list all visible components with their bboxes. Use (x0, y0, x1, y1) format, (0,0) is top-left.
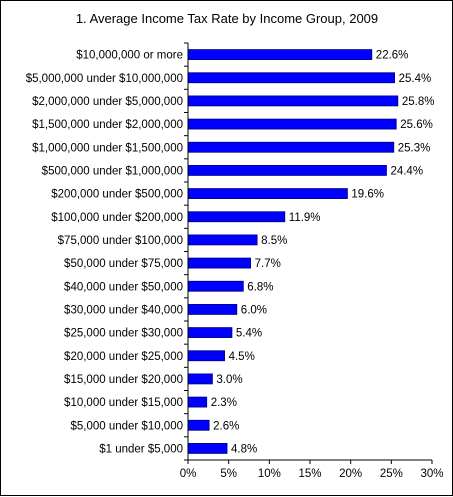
data-label: 25.8% (402, 96, 435, 108)
x-tick-label: 10% (258, 468, 281, 480)
bar (187, 327, 233, 338)
category-label: $30,000 under $40,000 (64, 304, 183, 316)
bar (187, 350, 225, 362)
bar (187, 72, 395, 84)
bars-group (187, 49, 399, 454)
x-tick-label: 5% (220, 468, 237, 480)
bar (187, 396, 208, 408)
category-label: $50,000 under $75,000 (64, 258, 183, 270)
data-label: 25.3% (398, 142, 431, 154)
category-label: $20,000 under $25,000 (64, 351, 183, 363)
data-label: 4.5% (229, 351, 255, 363)
x-tick-label: 25% (380, 468, 403, 480)
data-label: 25.4% (399, 73, 432, 85)
axes-group: 0% 5% 10% 15% 20% 25% 30% (180, 42, 444, 480)
category-label: $5,000 under $10,000 (70, 420, 183, 432)
data-labels-group: 22.6% 25.4% 25.8% 25.6% 25.3% 24.4% 19.6% 11.9%… (211, 50, 435, 456)
bar (187, 141, 395, 153)
category-label: $200,000 under $500,000 (51, 189, 183, 201)
data-label: 4.8% (231, 443, 257, 455)
category-label: $75,000 under $100,000 (58, 235, 183, 247)
category-label: $1,500,000 under $2,000,000 (32, 119, 183, 131)
category-label: $1 under $5,000 (99, 443, 183, 455)
bar (187, 188, 348, 199)
bar (187, 118, 397, 130)
data-label: 6.0% (241, 304, 267, 316)
data-label: 6.8% (247, 281, 273, 293)
x-tick-label: 15% (298, 468, 321, 480)
bar (187, 304, 238, 315)
bar (187, 49, 373, 60)
data-label: 24.4% (390, 165, 423, 177)
category-label: $10,000,000 or more (76, 50, 183, 62)
bar (187, 234, 258, 246)
category-label: $500,000 under $1,000,000 (42, 165, 183, 177)
bar (187, 419, 210, 431)
category-label: $25,000 under $30,000 (64, 328, 183, 340)
bar (187, 211, 286, 223)
data-label: 3.0% (216, 374, 242, 386)
data-label: 25.6% (400, 119, 433, 131)
bar (187, 165, 387, 176)
chart-title: 1. Average Income Tax Rate by Income Gro… (76, 11, 378, 26)
data-label: 7.7% (255, 258, 281, 270)
category-label: $15,000 under $20,000 (64, 374, 183, 386)
category-label: $10,000 under $15,000 (64, 397, 183, 409)
category-label: $100,000 under $200,000 (51, 212, 183, 224)
category-label: $5,000,000 under $10,000,000 (26, 73, 183, 85)
data-label: 19.6% (351, 189, 384, 201)
category-labels-group: $10,000,000 or more $5,000,000 under $10,… (26, 50, 183, 456)
bar (187, 373, 213, 385)
bar (187, 280, 244, 292)
x-tick-label: 20% (339, 468, 362, 480)
bar (187, 95, 399, 107)
category-label: $40,000 under $50,000 (64, 281, 183, 293)
category-label: $1,000,000 under $1,500,000 (32, 142, 183, 154)
data-label: 22.6% (376, 50, 409, 62)
data-label: 2.6% (213, 420, 239, 432)
data-label: 11.9% (289, 212, 321, 224)
bar (187, 443, 228, 454)
data-label: 5.4% (236, 328, 262, 340)
category-label: $2,000,000 under $5,000,000 (32, 96, 183, 108)
data-label: 2.3% (211, 397, 237, 409)
bar (187, 257, 252, 269)
data-label: 8.5% (261, 235, 287, 247)
x-tick-label: 0% (180, 468, 197, 480)
x-tick-label: 30% (420, 468, 443, 480)
